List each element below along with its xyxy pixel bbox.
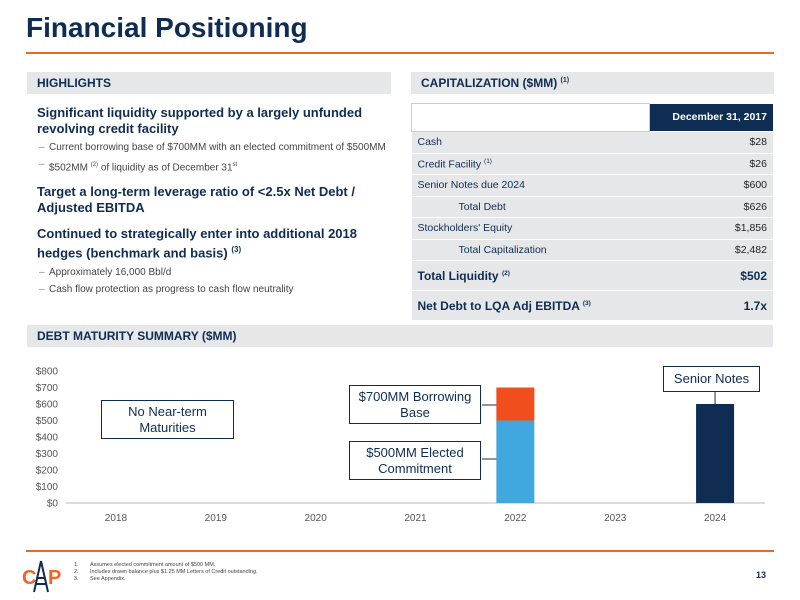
borrowing-base-callout: $700MM Borrowing Base [349,385,481,424]
y-tick-label: $800 [36,367,59,378]
row-value: $502 [649,260,773,291]
row-value: 1.7x [649,290,773,321]
hedges-text: Continued to strategically enter into ad… [37,226,357,261]
row-value: $2,482 [649,239,773,261]
row-label: Total Debt [411,196,650,218]
x-tick-label: 2019 [205,513,228,524]
highlight-liquidity: Significant liquidity supported by a lar… [37,105,363,136]
y-tick-label: $500 [36,416,59,427]
y-tick-label: $400 [36,433,59,444]
highlight-hedges: Continued to strategically enter into ad… [37,226,387,261]
table-header-blank [411,103,650,132]
row-value: $626 [649,196,773,218]
table-row: Total Capitalization $2,482 [411,239,773,261]
table-row: Cash $28 [411,131,773,154]
footnote-ref: (2) [90,162,99,168]
row-label: Total Liquidity (2) [411,260,650,291]
debt-maturity-chart: $0 $100 $200 $300 $400 $500 $600 $700 $800 2018 20… [36,367,765,524]
liquidity-amount: $502MM [49,162,88,174]
row-value: $26 [649,153,773,175]
row-label-text: Total Debt [458,200,506,213]
company-logo: C P [22,560,61,593]
elected-commitment-callout: $500MM Elected Commitment [349,441,481,480]
ordinal-suffix: st [232,162,238,168]
footer-rule [26,550,774,552]
row-label: Net Debt to LQA Adj EBITDA (3) [411,290,650,321]
footnote-number: 1. [74,562,79,568]
page-number: 13 [755,570,766,580]
capitalization-title: CAPITALIZATION ($MM) [421,76,558,90]
table-row: Credit Facility (1) $26 [411,153,773,175]
table-column-header: December 31, 2017 [649,103,773,132]
table-row: Total Liquidity (2) $502 [411,260,773,291]
y-tick-label: $600 [36,400,59,411]
row-label: Senior Notes due 2024 [411,174,650,197]
table-row: Total Debt $626 [411,196,773,218]
row-label: Stockholders' Equity [411,217,650,240]
highlight-liquidity-amount: $502MM (2) of liquidity as of December 3… [39,159,387,174]
row-label-text: Stockholders' Equity [417,222,513,235]
bar-2022 [496,387,535,421]
row-label-text: Senior Notes due 2024 [417,179,525,192]
x-tick-label: 2024 [704,513,727,524]
highlight-borrowing-base: Current borrowing base of $700MM with an… [39,142,387,154]
no-near-term-callout: No Near-term Maturities [101,400,234,439]
x-tick-label: 2022 [504,513,527,524]
row-label-text: Total Capitalization [458,243,547,256]
bar-2022 [496,420,535,503]
highlight-volume: Approximately 16,000 Bbl/d [39,267,387,279]
y-tick-label: $300 [36,449,59,460]
x-tick-label: 2021 [404,513,427,524]
table-header-row: December 31, 2017 [411,103,773,132]
capitalization-table: December 31, 2017 Cash $28 Credit Facilit… [411,103,773,321]
highlights-body: Significant liquidity supported by a lar… [37,105,387,296]
y-tick-label: $200 [36,466,59,477]
footnote-text: See Appendix. [90,576,126,582]
footnotes: 1. Assumes elected commitment amount of $… [74,562,258,583]
footnote-ref: (3) [582,299,591,307]
senior-notes-callout: Senior Notes [663,366,760,392]
title-rule [26,52,774,54]
footnote-text: Includes drawn balance plus $1.25 MM Let… [90,569,258,575]
row-value: $28 [649,131,773,154]
svg-text:C: C [22,567,36,589]
table-row: Stockholders' Equity $1,856 [411,217,773,240]
footnote-ref: (1) [560,77,570,84]
footnote-ref: (1) [484,157,492,165]
x-tick-label: 2020 [305,513,328,524]
capitalization-header: CAPITALIZATION ($MM) (1) [411,72,774,94]
footnote-number: 2. [74,569,79,575]
footnote-ref: (2) [501,269,510,277]
highlight-cashflow: Cash flow protection as progress to cash… [39,284,387,296]
y-tick-label: $0 [47,499,59,510]
x-tick-label: 2023 [604,513,627,524]
footnote-ref: (3) [231,245,242,255]
row-label: Total Capitalization [411,239,650,261]
highlights-header: HIGHLIGHTS [27,72,391,94]
page-title: Financial Positioning [26,12,308,43]
row-label-text: Net Debt to LQA Adj EBITDA [417,298,580,313]
debt-maturity-header: DEBT MATURITY SUMMARY ($MM) [27,325,773,347]
liquidity-date: of liquidity as of December 31 [100,162,233,174]
footnote-text: Assumes elected commitment amount of $50… [90,562,216,568]
y-tick-label: $700 [36,383,59,394]
footnote: 1. Assumes elected commitment amount of $… [74,562,258,569]
y-tick-label: $100 [36,482,59,493]
table-row: Net Debt to LQA Adj EBITDA (3) 1.7x [411,290,773,321]
row-value: $600 [649,174,773,197]
highlight-leverage: Target a long-term leverage ratio of <2.… [37,184,355,216]
table-row: Senior Notes due 2024 $600 [411,174,773,197]
footnote: 2. Includes drawn balance plus $1.25 MM L… [74,569,258,576]
row-label-text: Total Liquidity [417,268,499,283]
svg-text:P: P [48,567,61,589]
row-value: $1,856 [649,217,773,240]
row-label-text: Cash [417,136,443,149]
x-tick-label: 2018 [105,513,128,524]
row-label-text: Credit Facility [417,158,482,170]
footnote: 3. See Appendix. [74,576,258,583]
footnote-number: 3. [74,576,79,582]
row-label: Cash [411,131,650,154]
row-label: Credit Facility (1) [411,153,650,175]
bar-2024 [696,404,735,503]
